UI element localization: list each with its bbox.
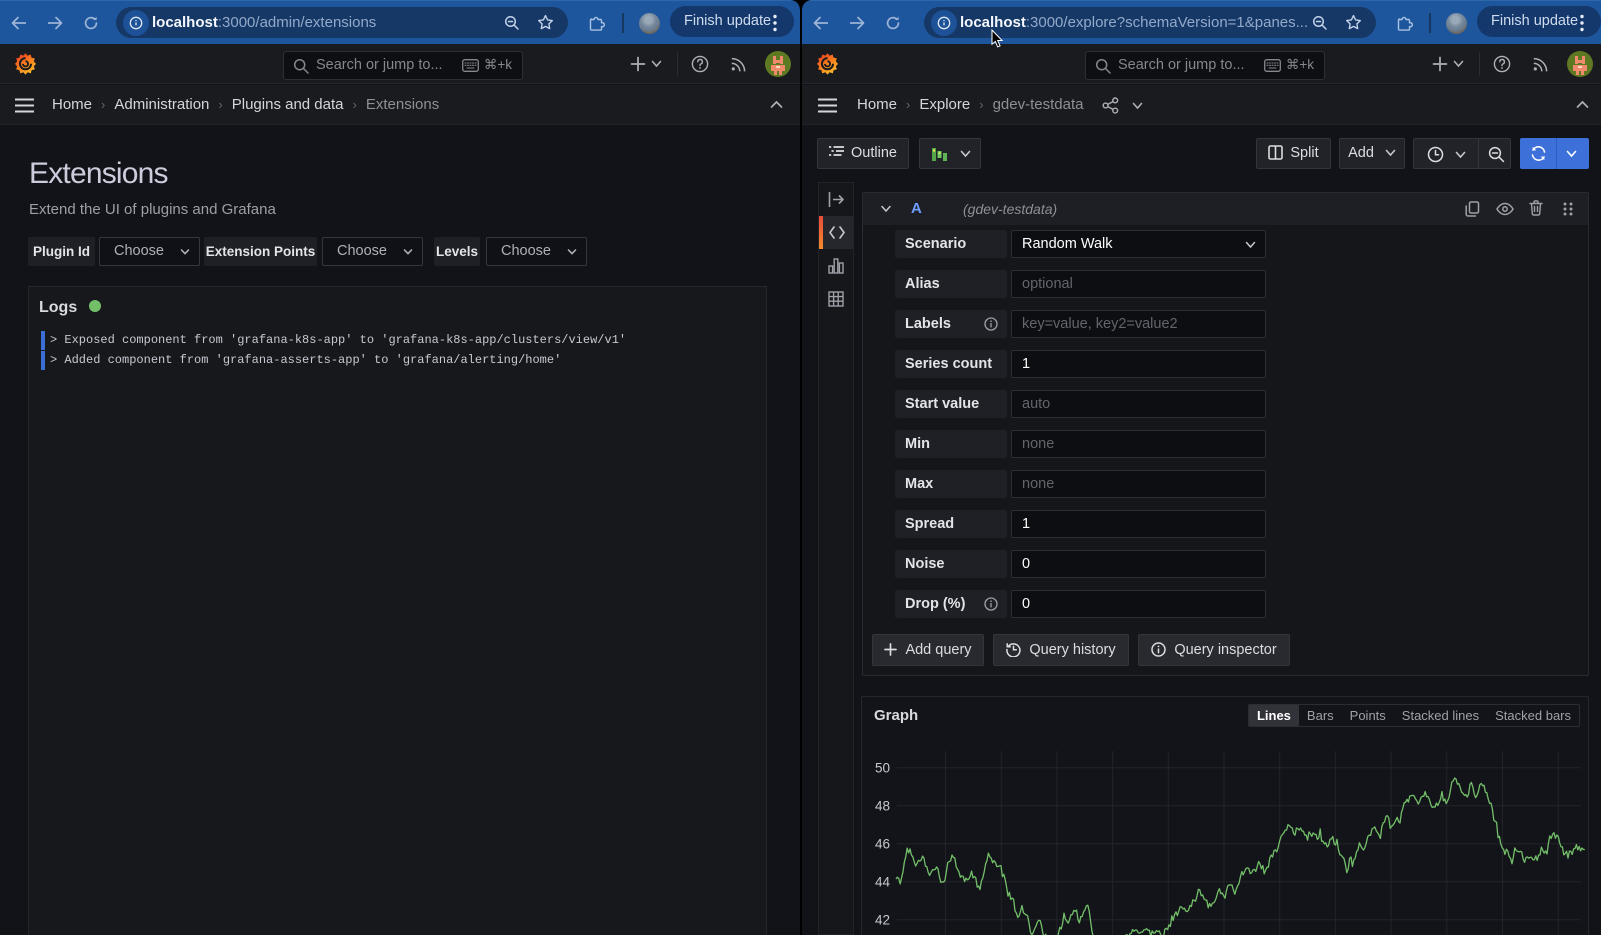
svg-text:50: 50 — [875, 761, 890, 776]
svg-text:48: 48 — [875, 799, 890, 814]
svg-text:42: 42 — [875, 913, 890, 928]
svg-text:46: 46 — [875, 837, 890, 852]
svg-text:44: 44 — [875, 875, 891, 890]
